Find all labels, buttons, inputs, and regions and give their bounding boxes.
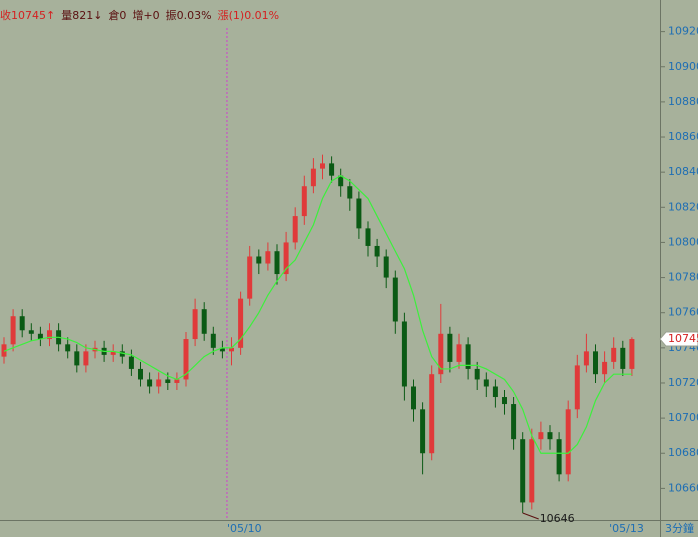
- ma-line: [3, 174, 632, 454]
- candle-body: [320, 163, 325, 169]
- candle-body: [502, 397, 507, 405]
- candle-body: [19, 316, 25, 331]
- candle-body: [420, 409, 426, 454]
- candle-body: [210, 333, 216, 348]
- last-price-box: [659, 331, 698, 347]
- y-tick-label: 10680: [668, 446, 698, 459]
- candle-body: [47, 330, 52, 340]
- candle-body: [392, 277, 398, 322]
- y-tick-label: 10660: [668, 481, 698, 494]
- annotation-leader: [522, 512, 539, 520]
- candle-body: [565, 409, 571, 475]
- candle-body: [310, 168, 316, 187]
- candle-body: [447, 333, 453, 362]
- header-item: 收10745↑: [0, 8, 55, 22]
- period-label: 3分鐘: [665, 521, 694, 535]
- candle-body: [229, 347, 234, 352]
- candle-body: [256, 256, 262, 264]
- y-tick-label: 10900: [668, 60, 698, 73]
- candle-body: [10, 316, 16, 345]
- candle-body: [183, 339, 189, 380]
- header-item: 倉0: [108, 8, 126, 22]
- candle-body: [520, 439, 526, 503]
- candle-body: [511, 404, 517, 440]
- x-tick-label: '05/10: [227, 522, 262, 535]
- candle-body: [37, 333, 43, 340]
- candle-body: [265, 251, 271, 264]
- candle-body: [110, 351, 116, 355]
- header-item: 漲(1)0.01%: [218, 9, 280, 22]
- y-tick-label: 10780: [668, 271, 698, 284]
- candle-body: [492, 386, 498, 398]
- candle-body: [338, 175, 344, 187]
- y-tick-label: 10880: [668, 95, 698, 108]
- y-tick-label: 10800: [668, 235, 698, 248]
- candle-body: [465, 344, 471, 369]
- candle-body: [247, 256, 253, 299]
- header-item: 量821↓: [61, 9, 102, 22]
- header-item: 振0.03%: [166, 8, 212, 22]
- candle-body: [611, 347, 617, 362]
- y-tick-label: 10760: [668, 306, 698, 319]
- y-tick-label: 10840: [668, 165, 698, 178]
- candle-body: [83, 351, 89, 366]
- candle-body: [283, 242, 289, 275]
- candle-body: [147, 379, 153, 387]
- y-tick-label: 10860: [668, 130, 698, 143]
- header-item: 增+0: [132, 8, 159, 22]
- candle-body: [374, 245, 380, 257]
- candle-body: [529, 439, 535, 503]
- candle-body: [174, 379, 180, 383]
- y-tick-label: 10820: [668, 200, 698, 213]
- candle-body: [365, 228, 371, 246]
- last-price-label: 10745: [668, 332, 698, 345]
- candle-body: [429, 374, 435, 454]
- x-tick-label: '05/13: [609, 522, 644, 535]
- candle-body: [119, 351, 125, 357]
- candle-body: [583, 351, 589, 366]
- candle-body: [201, 309, 207, 334]
- candle-body: [65, 344, 71, 352]
- candle-body: [292, 216, 298, 243]
- candle-body: [192, 309, 198, 340]
- candle-body: [156, 379, 162, 387]
- annotation-label: 10646: [540, 512, 575, 525]
- candle-body: [474, 368, 480, 380]
- candle-body: [602, 361, 608, 375]
- candle-body: [438, 333, 444, 375]
- candle-body: [28, 330, 34, 334]
- candle-body: [238, 298, 244, 348]
- candle-body: [629, 339, 635, 369]
- candle-body: [138, 368, 143, 380]
- y-tick-label: 10700: [668, 411, 698, 424]
- candle-body: [219, 347, 225, 352]
- candle-body: [347, 186, 353, 199]
- candle-body: [128, 356, 134, 369]
- candle-body: [574, 365, 580, 410]
- candle-body: [620, 347, 626, 369]
- candle-body: [329, 163, 335, 176]
- candle-body: [301, 186, 307, 217]
- candle-body: [593, 351, 598, 375]
- candle-body: [456, 344, 462, 362]
- y-tick-label: 10720: [668, 376, 698, 389]
- candle-body: [165, 379, 171, 383]
- candle-body: [556, 439, 562, 475]
- candle-body: [383, 256, 389, 278]
- candle-body: [401, 321, 407, 387]
- candle-body: [538, 432, 544, 440]
- candle-body: [1, 344, 7, 357]
- candle-body: [547, 432, 553, 440]
- candle-body: [356, 198, 362, 229]
- candle-body: [411, 386, 416, 410]
- candle-body: [274, 251, 280, 275]
- candle-body: [483, 379, 489, 387]
- y-tick-label: 10920: [668, 25, 698, 38]
- candle-body: [74, 351, 80, 366]
